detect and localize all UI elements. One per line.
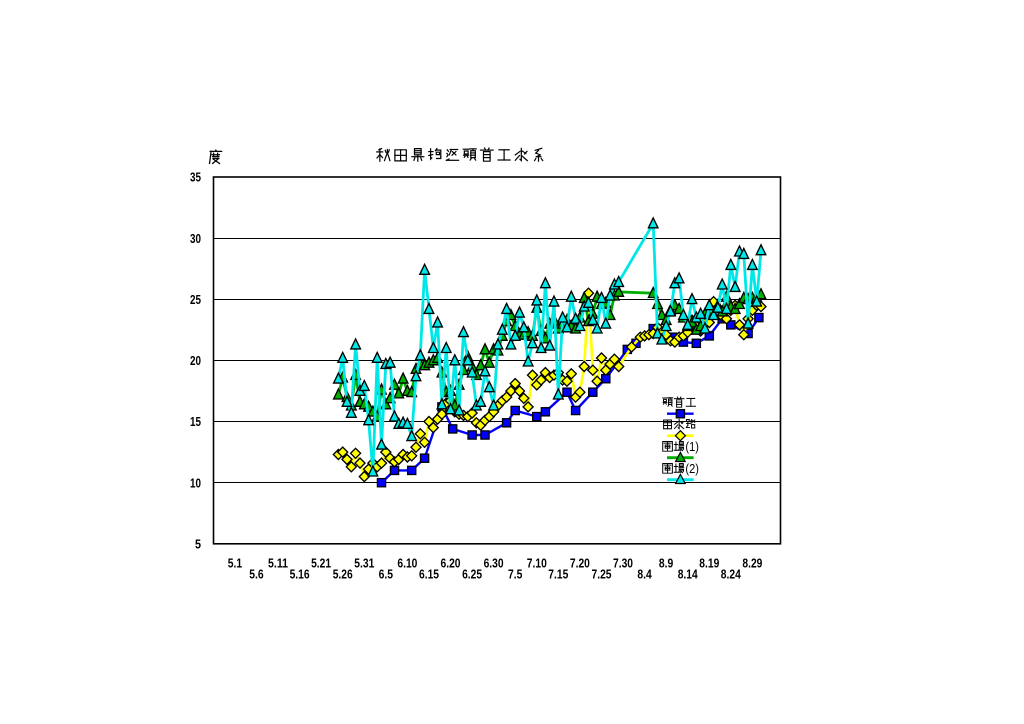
svg-text:7.10: 7.10 bbox=[527, 556, 547, 571]
svg-text:7.25: 7.25 bbox=[592, 567, 612, 582]
svg-text:6.10: 6.10 bbox=[397, 556, 417, 571]
svg-text:5.31: 5.31 bbox=[354, 556, 374, 571]
svg-text:30: 30 bbox=[190, 231, 201, 246]
svg-text:7.30: 7.30 bbox=[613, 556, 633, 571]
svg-text:5.26: 5.26 bbox=[333, 567, 353, 582]
svg-text:6.20: 6.20 bbox=[441, 556, 461, 571]
svg-text:5.16: 5.16 bbox=[290, 567, 310, 582]
svg-text:35: 35 bbox=[190, 170, 201, 185]
svg-text:8.29: 8.29 bbox=[742, 556, 762, 571]
svg-text:10: 10 bbox=[190, 475, 201, 490]
svg-text:15: 15 bbox=[190, 414, 201, 429]
svg-text:8.14: 8.14 bbox=[678, 567, 699, 582]
svg-text:8.9: 8.9 bbox=[659, 556, 673, 571]
svg-text:20: 20 bbox=[190, 353, 201, 368]
svg-text:(2): (2) bbox=[685, 462, 699, 476]
svg-text:6.5: 6.5 bbox=[379, 567, 393, 582]
svg-text:7.5: 7.5 bbox=[508, 567, 522, 582]
svg-text:5: 5 bbox=[195, 537, 201, 552]
svg-text:(1): (1) bbox=[685, 440, 699, 454]
svg-text:7.20: 7.20 bbox=[570, 556, 590, 571]
svg-text:5.1: 5.1 bbox=[228, 556, 242, 571]
svg-text:6.25: 6.25 bbox=[462, 567, 482, 582]
svg-text:8.4: 8.4 bbox=[637, 567, 652, 582]
svg-text:6.15: 6.15 bbox=[419, 567, 439, 582]
svg-text:8.24: 8.24 bbox=[721, 567, 742, 582]
svg-text:5.21: 5.21 bbox=[311, 556, 331, 571]
svg-text:7.15: 7.15 bbox=[548, 567, 568, 582]
svg-text:8.19: 8.19 bbox=[699, 556, 719, 571]
svg-text:5.11: 5.11 bbox=[268, 556, 288, 571]
svg-text:6.30: 6.30 bbox=[484, 556, 504, 571]
svg-text:5.6: 5.6 bbox=[249, 567, 263, 582]
svg-text:25: 25 bbox=[190, 292, 201, 307]
